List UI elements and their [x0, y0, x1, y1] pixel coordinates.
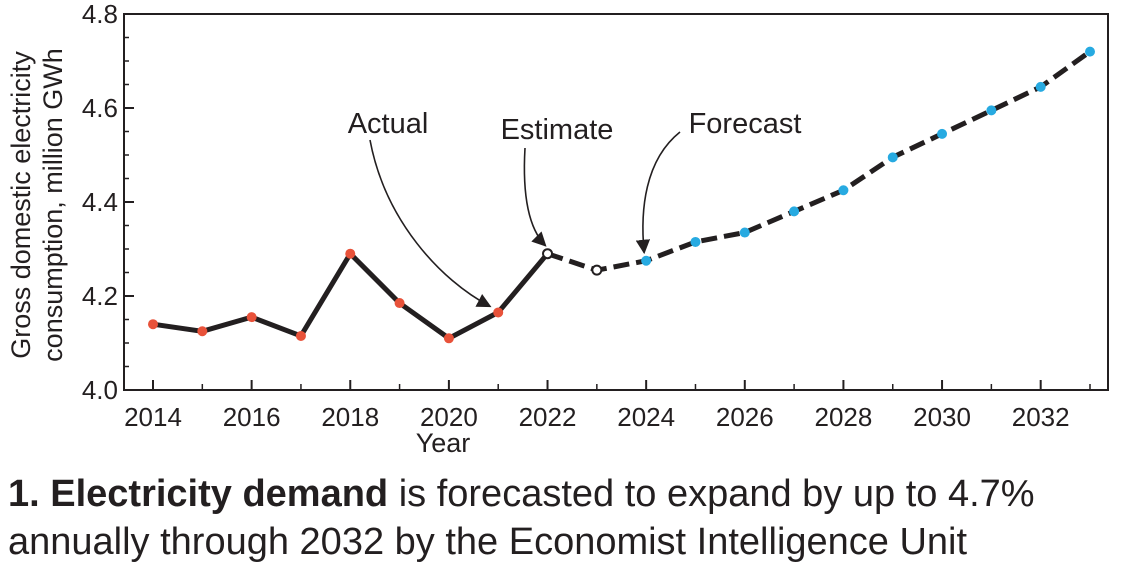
actual-point [197, 326, 208, 337]
y-axis-title-line-2: consumption, million GWh [38, 48, 68, 362]
y-axis-title: Gross domestic electricity consumption, … [6, 48, 68, 362]
x-tick-label: 2026 [716, 402, 774, 432]
x-tick-label: 2028 [814, 402, 872, 432]
annotation-forecast-label: Forecast [689, 108, 802, 140]
actual-line [152, 249, 550, 342]
y-tick-label: 4.6 [82, 93, 118, 123]
actual-point [345, 248, 356, 259]
figure-caption: 1. Electricity demand is forecasted to e… [8, 470, 1123, 566]
estimate-point [591, 264, 603, 276]
plot-frame [123, 13, 1109, 391]
forecast-point [986, 105, 997, 116]
actual-point [493, 307, 504, 318]
forecast-point [789, 206, 800, 217]
forecast-point [1035, 81, 1046, 92]
actual-point [295, 330, 306, 341]
forecast-point [887, 152, 898, 163]
annotation-actual-label: Actual [348, 108, 429, 140]
y-tick-label: 4.8 [82, 0, 118, 29]
x-axis-title: Year [416, 428, 471, 458]
annotation-estimate-label: Estimate [501, 114, 614, 146]
line-chart: Gross domestic electricity consumption, … [6, 0, 1109, 458]
axis-ticks: 2014 2016 2018 2020 2022 2024 2026 2028 2030 2032… [82, 0, 1091, 432]
y-tick-label: 4.0 [82, 375, 118, 405]
actual-point [246, 312, 257, 323]
annotations: Actual Estimate Forecast [348, 108, 802, 308]
caption-bold: 1. Electricity demand [8, 473, 389, 515]
annotation-actual-arrow [369, 139, 492, 308]
x-tick-label: 2020 [420, 402, 478, 432]
forecast-point [641, 255, 652, 266]
series-markers [148, 46, 1095, 344]
actual-point [148, 319, 158, 330]
annotation-estimate-arrow [523, 147, 547, 247]
series-lines [152, 49, 1092, 342]
estimate-forecast-line [546, 49, 1092, 273]
forecast-point [1085, 46, 1095, 57]
x-tick-label: 2014 [124, 402, 182, 432]
y-tick-label: 4.2 [82, 281, 118, 311]
y-axis-title-line-1: Gross domestic electricity [6, 51, 36, 359]
estimate-point [542, 248, 554, 260]
forecast-point [838, 185, 849, 196]
x-tick-label: 2032 [1012, 402, 1070, 432]
annotation-forecast-arrow [635, 131, 681, 255]
x-tick-label: 2016 [223, 402, 281, 432]
actual-point [394, 298, 405, 309]
y-tick-label: 4.4 [82, 187, 118, 217]
x-tick-label: 2022 [519, 402, 577, 432]
x-tick-label: 2018 [321, 402, 379, 432]
forecast-point [739, 227, 750, 238]
caption-text: is forecasted to expand by up to 4.7% an… [8, 473, 1035, 563]
forecast-point [690, 236, 701, 247]
forecast-point [937, 128, 948, 139]
x-tick-label: 2030 [913, 402, 971, 432]
x-tick-label: 2024 [617, 402, 675, 432]
actual-point [443, 333, 454, 344]
